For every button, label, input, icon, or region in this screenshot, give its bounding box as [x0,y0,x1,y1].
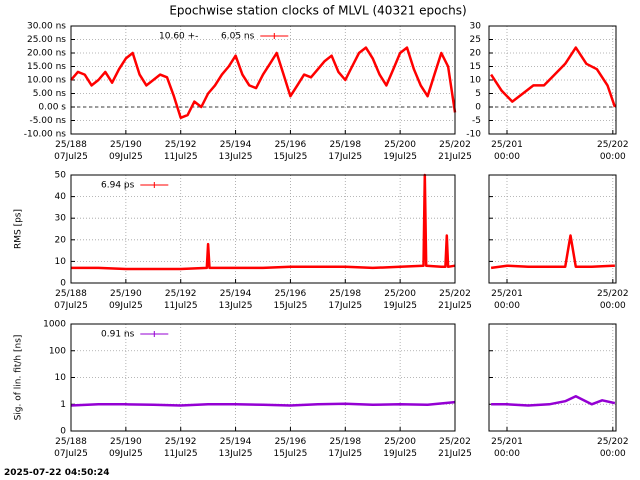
y-tick-label: 10.00 ns [27,76,66,86]
x-tick-label: 25/194 13Jul25 [218,140,253,162]
y-tick-label: -10.00 ns [24,130,67,140]
x-tick-label: 25/202 21Jul25 [438,289,472,311]
data-line [490,234,615,270]
y-tick-label: -5 [472,116,481,126]
timestamp: 2025-07-22 04:50:24 [4,468,110,478]
plot-frame [70,323,456,432]
y-tick-label: 0.00 s [38,103,66,113]
legend-label: 6.94 ps [101,181,135,191]
x-tick-label: 25/201 00:00 [491,140,523,162]
y-tick-label: 1 [60,400,66,410]
y-tick-label: 15 [470,62,481,72]
x-tick-label: 25/200 19Jul25 [383,437,418,459]
x-tick-label: 25/201 00:00 [491,437,523,459]
x-tick-label: 25/196 15Jul25 [273,437,308,459]
y-tick-label: 0 [475,103,481,113]
y-tick-label: 30 [55,214,67,224]
x-tick-label: 25/190 09Jul25 [108,289,143,311]
plot-frame [488,174,617,284]
y-tick-label: 0 [60,279,66,289]
x-tick-label: 25/196 15Jul25 [273,289,308,311]
x-tick-label: 25/202 00:00 [596,437,629,459]
y-tick-label: 100 [49,346,66,356]
plot-frame [70,174,456,284]
legend-label: 6.05 ns [221,32,255,42]
x-tick-label: 25/188 07Jul25 [54,140,88,162]
x-tick-label: 25/200 19Jul25 [383,140,418,162]
y-tick-label: 20.00 ns [27,49,66,59]
x-tick-label: 25/198 17Jul25 [328,289,363,311]
x-tick-label: 25/188 07Jul25 [54,289,88,311]
x-tick-label: 25/192 11Jul25 [163,437,198,459]
chart-title: Epochwise station clocks of MLVL (40321 … [169,4,466,18]
x-tick-label: 25/200 19Jul25 [383,289,418,311]
y-tick-label: 20 [55,235,67,245]
data-line [70,400,456,407]
x-tick-label: 25/188 07Jul25 [54,437,88,459]
legend-marker [271,33,278,39]
y-tick-label: 0 [60,427,66,437]
legend-marker [151,182,158,188]
legend-marker [151,331,158,337]
plot-frame [488,25,617,135]
y-tick-label: 10 [470,76,482,86]
x-tick-label: 25/192 11Jul25 [163,289,198,311]
x-tick-label: 25/202 21Jul25 [438,140,472,162]
plot-frame [70,25,456,135]
y-tick-label: 5 [475,89,481,99]
data-line [491,394,616,407]
x-tick-label: 25/198 17Jul25 [328,437,363,459]
x-tick-label: 25/202 00:00 [596,289,629,311]
plot-frame [488,323,617,432]
x-tick-label: 25/194 13Jul25 [218,437,253,459]
x-tick-label: 25/190 09Jul25 [108,437,143,459]
x-tick-label: 25/194 13Jul25 [218,289,253,311]
y-tick-label: 5.00 ns [33,89,67,99]
y-tick-label: 25.00 ns [27,35,66,45]
x-tick-label: 25/192 11Jul25 [163,140,198,162]
y-tick-label: 10 [55,257,67,267]
data-line [71,173,456,271]
data-line [70,46,457,120]
legend-label: 0.91 ns [101,330,135,340]
x-tick-label: 25/198 17Jul25 [328,140,363,162]
y-tick-label: 10 [55,373,67,383]
y-tick-label: 20 [470,49,482,59]
legend-prefix: 10.60 +- [159,32,198,42]
y-axis-label: Sig. of lin. fit/h [ns] [14,335,24,421]
x-tick-label: 25/202 00:00 [596,140,629,162]
y-tick-label: 40 [55,192,67,202]
x-tick-label: 25/201 00:00 [491,289,523,311]
x-tick-label: 25/196 15Jul25 [273,140,308,162]
y-tick-label: 25 [470,35,481,45]
y-tick-label: -10 [466,130,481,140]
y-axis-label: RMS [ps] [14,209,24,249]
y-tick-label: 50 [55,171,67,181]
data-line [490,46,617,108]
x-tick-label: 25/202 21Jul25 [438,437,472,459]
y-tick-label: 30 [470,22,482,32]
x-tick-label: 25/190 09Jul25 [108,140,143,162]
y-tick-label: -5.00 ns [29,116,66,126]
y-tick-label: 15.00 ns [27,62,66,72]
y-tick-label: 30.00 ns [27,22,66,32]
y-tick-label: 1000 [43,320,66,330]
